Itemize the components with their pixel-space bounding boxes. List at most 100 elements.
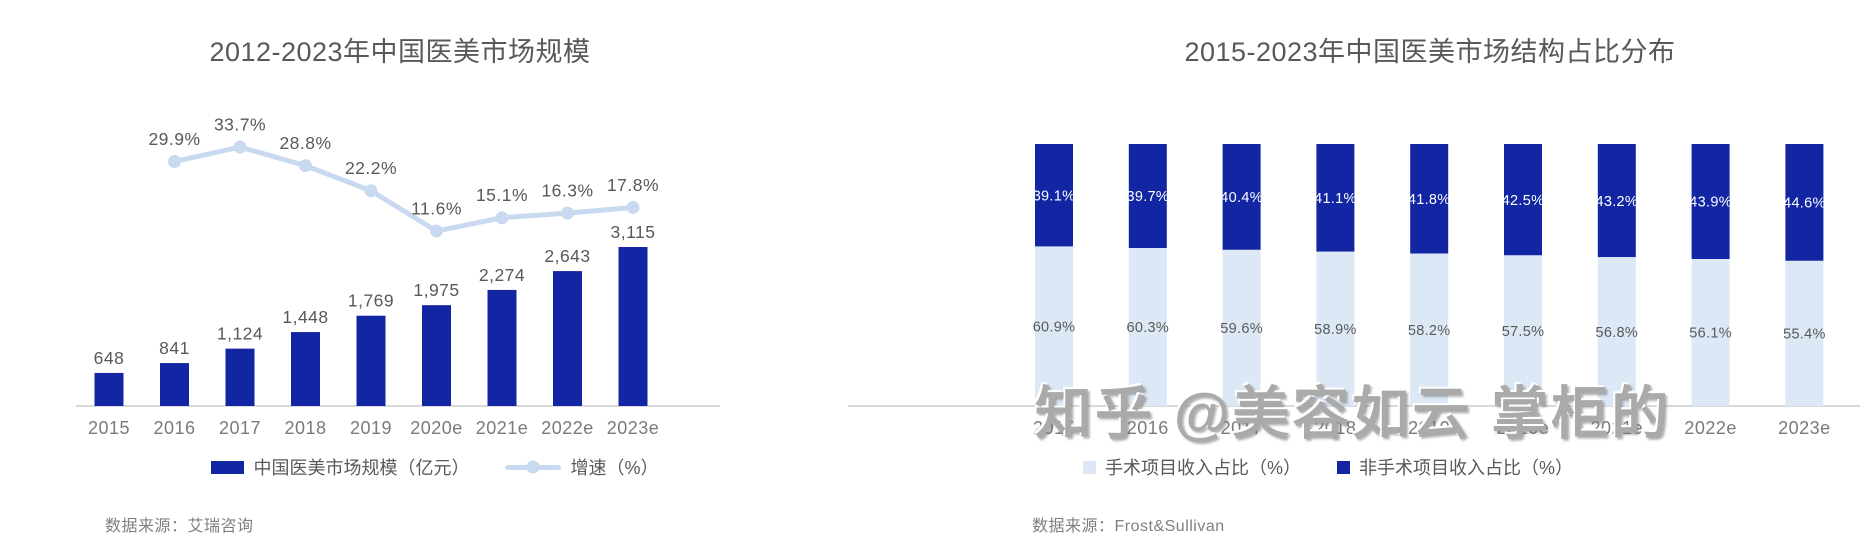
- growth-line-dot: [364, 184, 378, 198]
- growth-value-label: 33.7%: [214, 115, 266, 135]
- stack-top-segment-2015: [1035, 144, 1073, 247]
- top-segment-label: 41.1%: [1314, 191, 1357, 207]
- growth-value-label: 15.1%: [476, 185, 528, 205]
- bar-value-label: 1,448: [282, 307, 328, 327]
- top-segment-label: 40.4%: [1220, 190, 1263, 206]
- x-axis-label: 2022e: [1684, 418, 1737, 438]
- top-segment-label: 44.6%: [1783, 196, 1826, 212]
- x-axis-label: 2021e: [476, 418, 529, 438]
- x-axis-label: 2023e: [607, 418, 660, 438]
- legend-item-growth: 增速（%）: [505, 454, 659, 480]
- bar-2017: [225, 348, 255, 406]
- top-segment-label: 39.1%: [1033, 188, 1076, 204]
- x-axis-label: 2019: [1408, 418, 1450, 438]
- x-axis-label: 2023e: [1778, 418, 1831, 438]
- bar-2022e: [553, 271, 582, 406]
- right-chart-legend: 手术项目收入占比（%） 非手术项目收入占比（%）: [908, 452, 1748, 482]
- left-chart-legend: 中国医美市场规模（亿元） 增速（%）: [85, 452, 785, 482]
- growth-line-dot: [495, 211, 509, 225]
- bar-2023e: [618, 247, 648, 406]
- stack-bottom-segment-2020e: [1504, 255, 1542, 406]
- legend-item-market-size: 中国医美市场规模（亿元）: [211, 454, 469, 480]
- bottom-segment-label: 55.4%: [1783, 327, 1826, 343]
- bar-2019: [356, 315, 386, 406]
- stack-top-segment-2018: [1316, 144, 1355, 252]
- stack-bottom-segment-2022e: [1691, 259, 1730, 406]
- bottom-segment-label: 58.9%: [1314, 322, 1357, 338]
- bottom-segment-label: 59.6%: [1220, 321, 1263, 337]
- growth-line-dot: [299, 159, 312, 173]
- legend-item-surgical: 手术项目收入占比（%）: [1082, 454, 1301, 480]
- legend-label-growth: 增速（%）: [570, 458, 659, 478]
- bar-value-label: 1,975: [413, 280, 459, 300]
- stack-top-segment-2021e: [1597, 144, 1636, 258]
- bar-value-label: 2,274: [479, 265, 525, 285]
- top-segment-label: 43.2%: [1595, 194, 1638, 210]
- top-segment-label: 41.8%: [1408, 192, 1451, 208]
- bottom-segment-label: 60.9%: [1033, 319, 1076, 335]
- stack-bottom-segment-2019: [1410, 253, 1449, 406]
- growth-line-dot: [561, 206, 574, 220]
- legend-item-nonsurgical: 非手术项目收入占比（%）: [1337, 454, 1573, 480]
- bottom-segment-label: 60.3%: [1126, 320, 1169, 336]
- growth-line-dot: [168, 154, 181, 168]
- left-data-source: 数据来源：艾瑞咨询: [105, 518, 254, 535]
- x-axis-label: 2018: [284, 418, 326, 438]
- bar-value-label: 1,769: [348, 291, 394, 311]
- stack-bottom-segment-2018: [1316, 251, 1355, 406]
- stack-bottom-segment-2015: [1035, 246, 1073, 406]
- x-axis-label: 2016: [1127, 418, 1169, 438]
- growth-value-label: 28.8%: [279, 133, 331, 153]
- bar-value-label: 2,643: [544, 246, 590, 266]
- bottom-segment-label: 57.5%: [1502, 324, 1545, 340]
- stack-top-segment-2017: [1222, 144, 1261, 250]
- market-size-combo-chart: 2015 2016 2017 2018 2019 2020e 2021e 2022e 2023e…: [76, 115, 720, 438]
- bar-value-label: 3,115: [611, 222, 656, 242]
- legend-label-surgical: 手术项目收入占比（%）: [1104, 458, 1301, 478]
- stack-bottom-segment-2023e: [1785, 260, 1824, 406]
- bottom-segment-label: 56.1%: [1689, 326, 1732, 342]
- growth-value-label: 22.2%: [345, 158, 397, 178]
- growth-value-label: 11.6%: [411, 199, 462, 219]
- x-axis-label: 2015: [88, 418, 130, 438]
- bar-value-label: 648: [94, 348, 125, 368]
- bar-series-swatch: [211, 460, 245, 474]
- right-data-source: 数据来源：Frost&Sullivan: [1032, 518, 1225, 535]
- growth-line-dot: [233, 140, 247, 154]
- line-series-dot: [526, 460, 540, 474]
- stack-bottom-segment-2017: [1222, 249, 1261, 406]
- right-chart-title: 2015-2023年中国医美市场结构占比分布: [1184, 37, 1676, 67]
- stack-bottom-segment-2021e: [1597, 257, 1636, 406]
- x-axis-label: 2021e: [1591, 418, 1644, 438]
- x-axis-label: 2015: [1033, 418, 1075, 438]
- stack-top-segment-2023e: [1785, 144, 1824, 261]
- growth-line: [173, 144, 634, 234]
- stack-top-segment-2016: [1128, 144, 1167, 249]
- growth-line-dot: [430, 224, 443, 238]
- line-series-swatch: [505, 460, 562, 474]
- x-axis-label: 2020e: [410, 418, 463, 438]
- bar-2018: [291, 332, 320, 406]
- bar-2016: [160, 363, 189, 406]
- top-segment-label: 43.9%: [1689, 195, 1732, 211]
- top-segment-label: 39.7%: [1126, 189, 1169, 205]
- bar-value-label: 841: [159, 338, 190, 358]
- bar-value-label: 1,124: [217, 324, 263, 344]
- bottom-segment-label: 56.8%: [1595, 325, 1638, 341]
- left-chart-title: 2012-2023年中国医美市场规模: [209, 37, 591, 67]
- growth-value-label: 16.3%: [541, 181, 593, 201]
- legend-label-market-size: 中国医美市场规模（亿元）: [253, 458, 470, 478]
- x-axis-label: 2016: [153, 418, 195, 438]
- x-axis-label: 2018: [1314, 418, 1356, 438]
- bar-2015: [94, 372, 124, 406]
- x-axis-label: 2017: [1221, 418, 1263, 438]
- bar-2020e: [422, 305, 451, 406]
- stack-top-segment-2019: [1410, 144, 1449, 254]
- growth-value-label: 17.8%: [607, 175, 659, 195]
- stack-top-segment-2022e: [1691, 144, 1730, 260]
- legend-label-nonsurgical: 非手术项目收入占比（%）: [1359, 458, 1574, 478]
- stack-top-segment-2020e: [1504, 144, 1542, 256]
- market-structure-stacked-chart: 2015 2016 2017 2018 2019 2020e 2021e 2022e 2023e…: [848, 144, 1860, 438]
- surgical-series-swatch: [1082, 460, 1096, 474]
